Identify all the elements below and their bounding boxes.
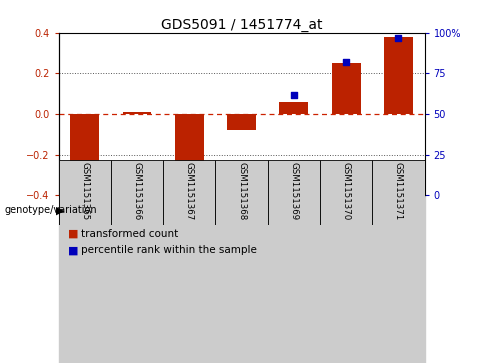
Text: GSM1151366: GSM1151366 [132,162,142,220]
Text: wild type: wild type [298,205,342,215]
Text: GSM1151368: GSM1151368 [237,162,246,220]
Bar [59,195,215,225]
Bar [163,160,215,225]
Point [185,189,193,195]
Bar [320,160,372,225]
Bar [111,195,163,363]
Bar [163,195,215,363]
Text: GSM1151371: GSM1151371 [394,162,403,220]
Text: cystatin B knockout Cstb-/-: cystatin B knockout Cstb-/- [85,206,189,215]
Text: percentile rank within the sample: percentile rank within the sample [81,245,256,256]
Bar [70,114,99,195]
Bar [59,160,111,225]
Text: GSM1151370: GSM1151370 [342,162,351,220]
Bar [280,102,308,114]
Point [81,189,89,195]
Bar [59,195,111,363]
Bar [175,114,203,187]
Bar [372,160,425,225]
Bar [372,195,425,363]
Text: ■: ■ [68,245,79,256]
Text: GSM1151369: GSM1151369 [289,162,298,220]
Bar [384,37,413,114]
Bar [122,112,151,114]
Bar [268,160,320,225]
Point [290,91,298,97]
Bar [111,160,163,225]
Bar [215,195,425,225]
Bar [332,63,361,114]
Point [342,59,350,65]
Bar [268,195,320,363]
Text: transformed count: transformed count [81,229,178,239]
Text: genotype/variation: genotype/variation [5,205,98,215]
Point [238,171,245,177]
Bar [215,160,268,225]
Text: GSM1151367: GSM1151367 [185,162,194,220]
Point [394,34,402,40]
Point [133,163,141,169]
Bar [215,195,268,363]
Bar [320,195,372,363]
Bar [227,114,256,130]
Text: ▶: ▶ [56,205,64,215]
Text: GSM1151365: GSM1151365 [80,162,89,220]
Title: GDS5091 / 1451774_at: GDS5091 / 1451774_at [161,18,322,32]
Text: ■: ■ [68,229,79,239]
